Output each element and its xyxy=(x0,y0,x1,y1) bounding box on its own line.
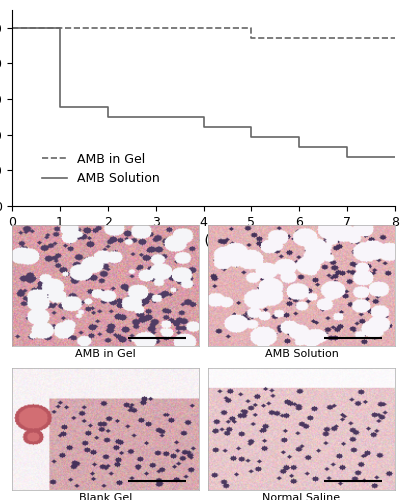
X-axis label: Blank Gel: Blank Gel xyxy=(79,493,132,500)
X-axis label: AMB in Gel: AMB in Gel xyxy=(75,349,136,359)
Legend: AMB in Gel, AMB Solution: AMB in Gel, AMB Solution xyxy=(37,148,165,190)
X-axis label: Normal Saline: Normal Saline xyxy=(262,493,341,500)
X-axis label: AMB Solution: AMB Solution xyxy=(265,349,339,359)
X-axis label: Time (day): Time (day) xyxy=(166,234,241,248)
